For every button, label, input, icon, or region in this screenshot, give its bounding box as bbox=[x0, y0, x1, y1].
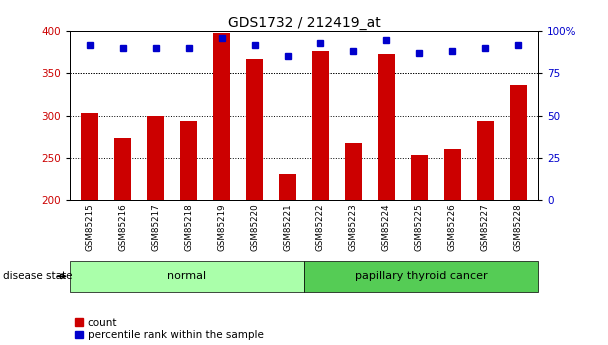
Text: GSM85226: GSM85226 bbox=[448, 203, 457, 251]
Bar bbox=[181, 121, 197, 200]
Text: GSM85218: GSM85218 bbox=[184, 203, 193, 251]
Title: GDS1732 / 212419_at: GDS1732 / 212419_at bbox=[227, 16, 381, 30]
Text: normal: normal bbox=[167, 272, 207, 281]
Text: GSM85225: GSM85225 bbox=[415, 203, 424, 251]
Text: GSM85223: GSM85223 bbox=[349, 203, 358, 251]
Bar bbox=[70, 261, 304, 292]
Text: GSM85224: GSM85224 bbox=[382, 203, 391, 251]
Text: GSM85216: GSM85216 bbox=[118, 203, 127, 251]
Bar bbox=[345, 142, 362, 200]
Text: GSM85221: GSM85221 bbox=[283, 203, 292, 251]
Bar bbox=[411, 155, 427, 200]
Text: GSM85222: GSM85222 bbox=[316, 203, 325, 251]
Text: GSM85217: GSM85217 bbox=[151, 203, 160, 251]
Text: disease state: disease state bbox=[3, 272, 72, 281]
Bar bbox=[444, 149, 461, 200]
Bar bbox=[279, 174, 295, 200]
Bar bbox=[477, 121, 494, 200]
Bar bbox=[147, 116, 164, 200]
Bar bbox=[510, 85, 527, 200]
Text: GSM85228: GSM85228 bbox=[514, 203, 523, 251]
Text: GSM85215: GSM85215 bbox=[85, 203, 94, 251]
Bar bbox=[246, 59, 263, 200]
Text: GSM85220: GSM85220 bbox=[250, 203, 259, 251]
Bar bbox=[304, 261, 538, 292]
Bar bbox=[378, 54, 395, 200]
Bar bbox=[313, 51, 329, 200]
Bar bbox=[81, 113, 98, 200]
Legend: count, percentile rank within the sample: count, percentile rank within the sample bbox=[75, 318, 263, 340]
Text: GSM85219: GSM85219 bbox=[217, 203, 226, 251]
Text: papillary thyroid cancer: papillary thyroid cancer bbox=[354, 272, 488, 281]
Text: GSM85227: GSM85227 bbox=[481, 203, 490, 251]
Bar bbox=[114, 138, 131, 200]
Bar bbox=[213, 33, 230, 200]
